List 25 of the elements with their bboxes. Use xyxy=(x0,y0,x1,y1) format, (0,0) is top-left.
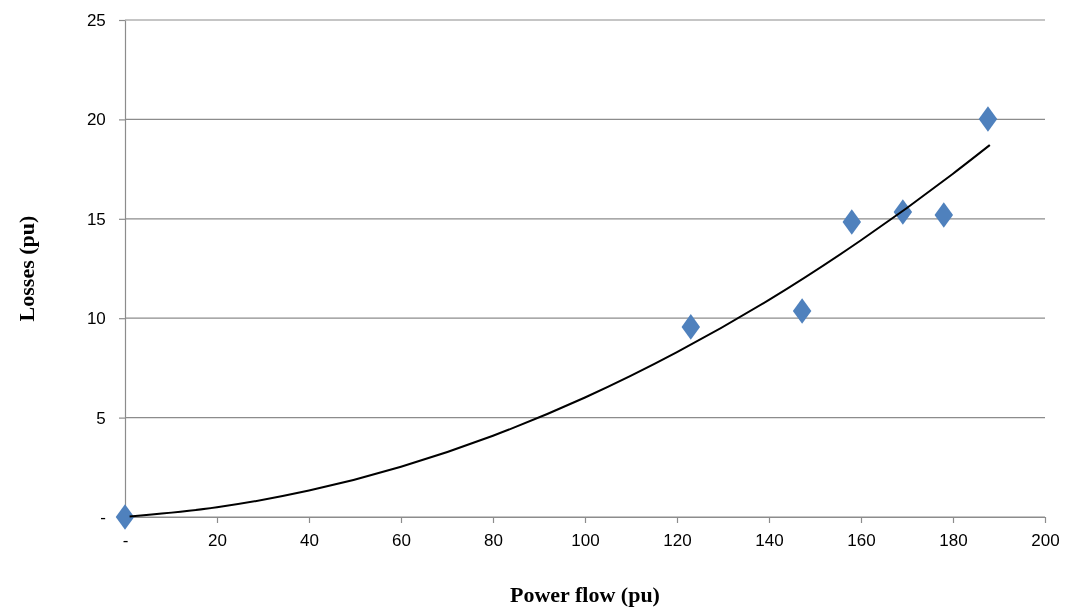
point xyxy=(978,106,998,132)
y-tick-label: 20 xyxy=(86,110,106,130)
x-tick-label: - xyxy=(122,531,129,551)
x-tick-label: 140 xyxy=(755,531,784,551)
x-axis-title: Power flow (pu) xyxy=(510,582,660,607)
point xyxy=(792,298,812,324)
x-tick-label: 160 xyxy=(847,531,876,551)
x-tick-label: 80 xyxy=(484,531,503,551)
y-tick-label: 25 xyxy=(86,10,106,30)
x-tick-label: 20 xyxy=(208,531,227,551)
y-tick-label: - xyxy=(100,507,106,527)
y-tick-label: 15 xyxy=(86,209,106,229)
point xyxy=(842,209,862,235)
y-axis-title: Losses (pu) xyxy=(14,215,39,322)
x-tick-label: 40 xyxy=(300,531,319,551)
x-tick-label: 200 xyxy=(1031,531,1060,551)
point xyxy=(934,202,954,228)
x-tick-label: 100 xyxy=(571,531,600,551)
x-tick-label: 120 xyxy=(663,531,692,551)
y-tick-label: 10 xyxy=(86,309,106,329)
x-tick-label: 180 xyxy=(939,531,968,551)
point xyxy=(115,504,135,530)
x-tick-label: 60 xyxy=(392,531,411,551)
y-tick-label: 5 xyxy=(96,408,106,428)
point xyxy=(681,314,701,340)
